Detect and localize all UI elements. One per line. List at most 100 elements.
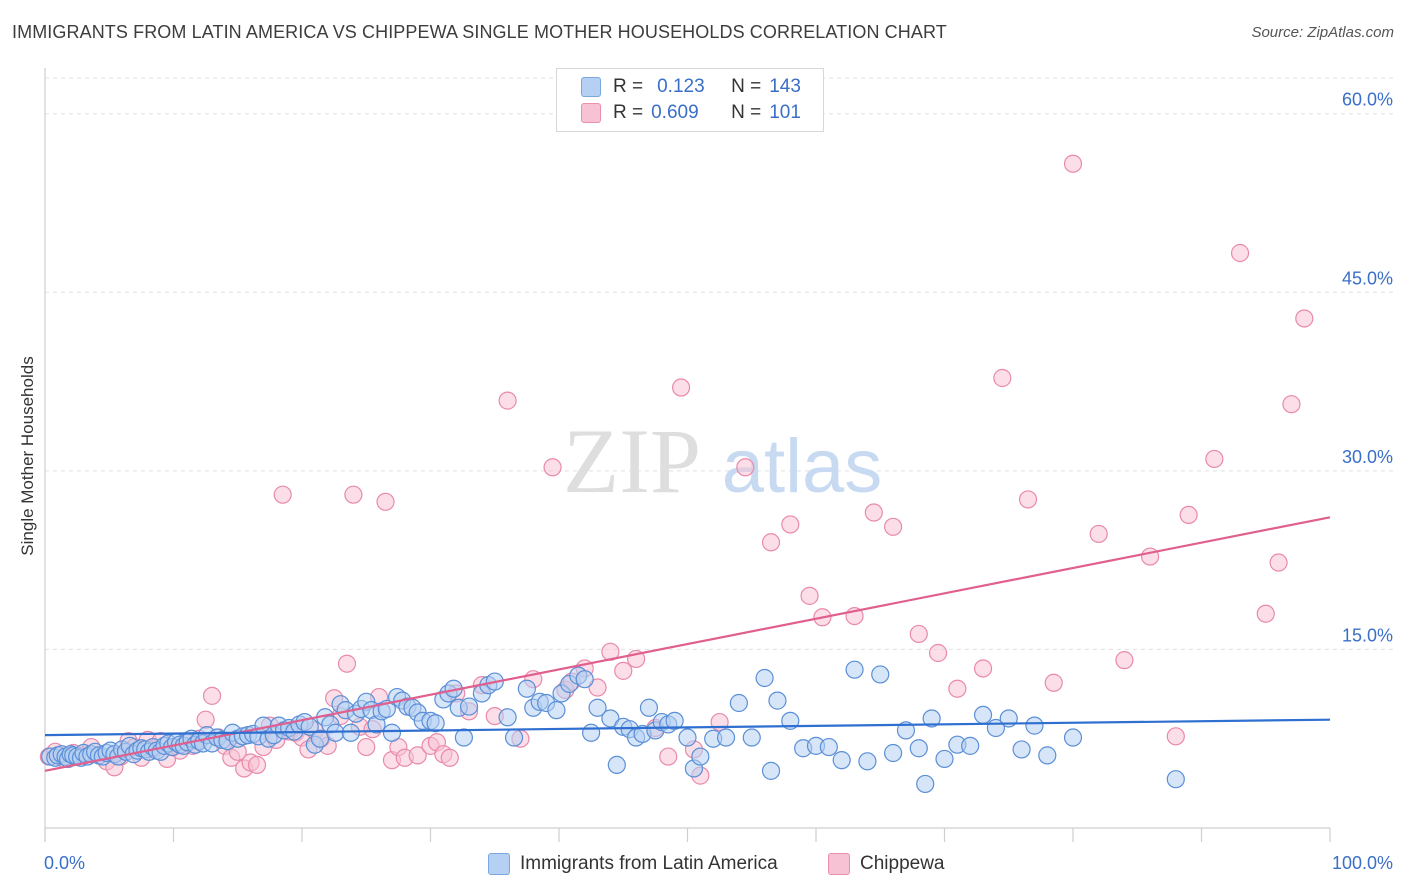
data-point (454, 728, 474, 747)
data-point (742, 728, 761, 747)
data-point (716, 728, 736, 747)
data-point (498, 708, 517, 727)
data-point (337, 654, 357, 673)
data-point (883, 517, 903, 536)
data-point (883, 743, 903, 763)
chart-title: IMMIGRANTS FROM LATIN AMERICA VS CHIPPEW… (12, 22, 947, 42)
data-point (678, 728, 697, 747)
y-tick-label: 60.0% (1342, 90, 1393, 110)
data-point (607, 755, 626, 775)
legend-row-chippewa: R = 0.609 N = 101 (581, 101, 801, 125)
data-point (382, 723, 402, 742)
data-point (504, 728, 524, 747)
correlation-legend: R = 0.123 N = 143 R = 0.609 N = 101 (556, 68, 824, 132)
data-point (1063, 154, 1083, 173)
data-point (973, 659, 993, 678)
data-point (1012, 740, 1031, 759)
data-point (1230, 243, 1250, 263)
chippewa-trend-line (44, 516, 1331, 772)
trend-lines (44, 516, 1331, 772)
watermark-zip: ZIP (563, 410, 701, 512)
legend-label: Immigrants from Latin America (520, 853, 778, 874)
n-label: N = (731, 102, 762, 123)
data-point (781, 515, 800, 534)
data-point (273, 485, 292, 504)
data-point (498, 391, 517, 410)
y-tick-label: 45.0% (1342, 268, 1393, 288)
data-point (832, 751, 851, 770)
x-tick-label-max: 100.0% (1332, 853, 1393, 873)
n-value: 143 (769, 76, 801, 97)
data-point (344, 485, 363, 504)
data-point (1256, 604, 1275, 623)
data-point (1063, 728, 1083, 747)
data-point (1115, 651, 1134, 670)
data-point (547, 701, 566, 720)
data-point (671, 378, 691, 397)
data-point (858, 752, 877, 771)
data-point (247, 755, 267, 775)
data-point (440, 748, 459, 767)
y-axis-label: Single Mother Households (18, 356, 37, 556)
data-point (588, 678, 607, 697)
data-point (1166, 727, 1185, 746)
data-point (202, 686, 222, 705)
data-point (1205, 449, 1224, 469)
x-tick-label-min: 0.0% (44, 853, 85, 873)
data-point (922, 709, 941, 728)
latin-america-trend-line (44, 718, 1331, 737)
axes (44, 68, 1331, 842)
data-point (665, 711, 684, 730)
data-point (845, 660, 864, 679)
data-point (310, 729, 330, 748)
data-point (426, 714, 445, 733)
data-point (408, 746, 427, 765)
data-point (588, 698, 607, 717)
data-point (1025, 716, 1044, 735)
source-label: Source: ZipAtlas.com (1251, 24, 1394, 41)
data-point (1295, 309, 1314, 328)
data-point (459, 697, 479, 716)
data-point (761, 761, 781, 780)
latin-america-points (41, 660, 1185, 794)
data-point (357, 737, 376, 757)
data-point (729, 693, 749, 713)
data-point (543, 458, 562, 477)
r-value: 0.123 (657, 76, 705, 97)
tick-labels: 15.0% 30.0% 45.0% 60.0% 0.0% 100.0% (44, 90, 1393, 873)
bottom-legend-chippewa: Chippewa (828, 852, 945, 876)
data-point (819, 737, 838, 757)
data-point (1038, 746, 1057, 765)
data-point (1166, 770, 1185, 789)
data-point (909, 624, 928, 644)
data-point (928, 643, 948, 663)
data-point (1044, 673, 1063, 692)
data-point (761, 533, 781, 552)
r-value: 0.609 (651, 102, 699, 123)
data-point (948, 679, 967, 698)
data-point (909, 739, 928, 758)
data-point (196, 710, 215, 729)
blue-swatch (488, 853, 510, 875)
watermark: ZIP atlas (563, 410, 882, 512)
r-label: R = (613, 102, 644, 123)
data-point (614, 661, 633, 680)
data-point (659, 747, 678, 766)
data-point (376, 492, 395, 511)
data-point (768, 691, 787, 710)
data-point (755, 668, 774, 688)
data-point (736, 458, 755, 477)
pink-swatch (828, 853, 850, 875)
data-point (1282, 395, 1301, 414)
data-point (871, 665, 890, 684)
y-tick-label: 30.0% (1342, 447, 1393, 467)
n-value: 101 (769, 102, 801, 123)
data-point (916, 774, 935, 794)
data-point (517, 679, 536, 698)
data-point (935, 749, 954, 769)
data-point (341, 723, 360, 742)
pink-swatch (581, 103, 601, 123)
legend-row-latin-america: R = 0.123 N = 143 (581, 75, 801, 99)
data-point (961, 736, 980, 755)
